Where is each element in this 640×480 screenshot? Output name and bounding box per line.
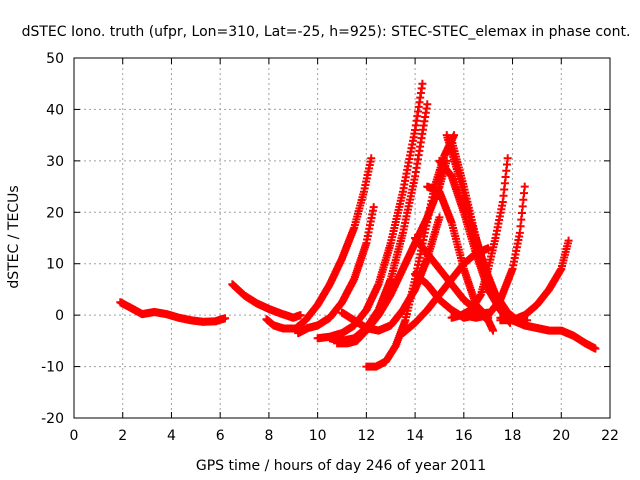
y-axis-title: dSTEC / TECUs: [6, 185, 22, 288]
y-tick-label: -10: [41, 360, 64, 376]
y-tick-label: 40: [46, 102, 64, 118]
series-pass: [459, 182, 529, 322]
y-tick-label: 0: [55, 308, 64, 324]
x-tick-label: 20: [552, 428, 570, 444]
chart-title: dSTEC Iono. truth (ufpr, Lon=310, Lat=-2…: [22, 24, 631, 40]
x-tick-label: 16: [455, 428, 473, 444]
data-point-marks: [496, 313, 600, 353]
data-point-marks: [116, 298, 230, 326]
series-pass: [228, 280, 305, 322]
y-tick-label: 20: [46, 205, 64, 221]
x-tick-label: 4: [167, 428, 176, 444]
y-tick-label: 30: [46, 154, 64, 170]
plot-frame: [73, 57, 611, 419]
series-pass: [116, 298, 230, 326]
series-pass: [262, 154, 376, 333]
x-tick-label: 8: [264, 428, 273, 444]
x-tick-label: 14: [406, 428, 424, 444]
series-pass: [294, 203, 378, 338]
axis-ticks: [73, 57, 611, 419]
data-point-marks: [262, 154, 376, 333]
x-axis-title: GPS time / hours of day 246 of year 2011: [196, 458, 486, 474]
x-tick-label: 10: [309, 428, 327, 444]
x-tick-label: 0: [70, 428, 79, 444]
x-tick-label: 12: [357, 428, 375, 444]
data-point-marks: [459, 182, 529, 322]
x-tick-label: 2: [118, 428, 127, 444]
series-pass: [447, 136, 515, 322]
x-tick-label: 22: [601, 428, 619, 444]
y-tick-labels: -20 -10 0 10 20 30 40 50: [41, 51, 64, 427]
data-marks: [116, 79, 600, 371]
data-point-marks: [228, 280, 305, 322]
x-tick-label: 18: [504, 428, 522, 444]
x-tick-labels: 0 2 4 6 8 10 12 14 16 18 20 22: [70, 428, 619, 444]
series-pass: [496, 313, 600, 353]
y-tick-label: 50: [46, 51, 64, 67]
y-tick-label: -20: [41, 411, 64, 427]
x-tick-label: 6: [216, 428, 225, 444]
grid: [74, 58, 610, 418]
data-point-marks: [294, 203, 378, 338]
y-tick-label: 10: [46, 257, 64, 273]
data-point-marks: [447, 136, 515, 322]
